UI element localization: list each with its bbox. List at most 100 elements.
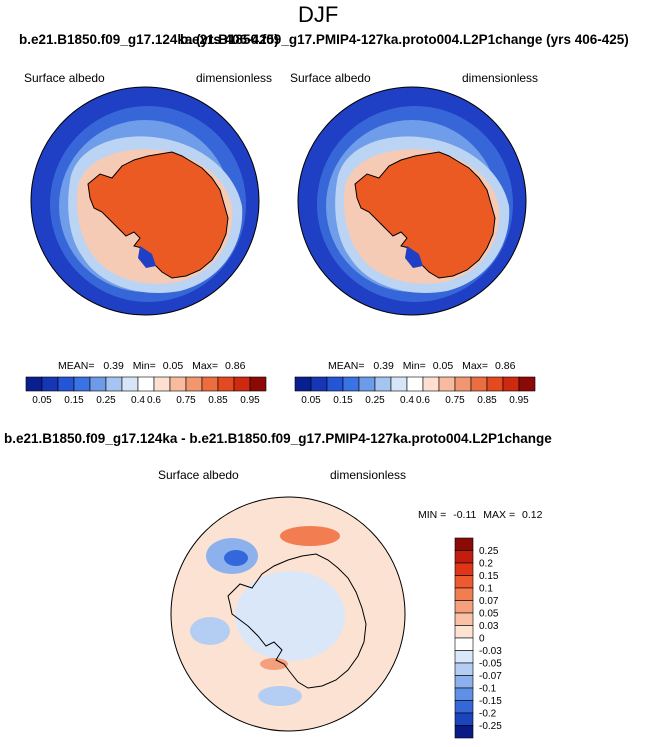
- colorbar-swatch: [518, 376, 536, 392]
- colorbar-swatch: [326, 376, 344, 392]
- colorbar-tick-label: -0.15: [479, 696, 502, 707]
- left-variable-label: Surface albedo: [24, 71, 105, 85]
- colorbar-tick-label: 0.95: [509, 395, 529, 406]
- right-min-label: Min=: [402, 360, 426, 372]
- colorbar-swatch: [169, 376, 187, 392]
- colorbar-swatch: [454, 562, 474, 576]
- colorbar-swatch: [454, 376, 472, 392]
- colorbar-swatch: [470, 376, 488, 392]
- diff-units-label: dimensionless: [330, 468, 407, 482]
- right-albedo-map: [297, 86, 527, 316]
- colorbar-swatch: [406, 376, 424, 392]
- left-max-value: 0.86: [224, 360, 246, 372]
- colorbar-swatch: [57, 376, 75, 392]
- colorbar-swatch: [454, 575, 474, 589]
- colorbar-tick-label: 0.05: [479, 609, 499, 620]
- left-colorbar: 0.05 0.15 0.25 0.4 0.6 0.75 0.85 0.95: [25, 376, 267, 406]
- colorbar-swatch: [454, 637, 474, 651]
- colorbar-swatch: [454, 625, 474, 639]
- neg-anomaly-west: [190, 617, 230, 645]
- right-mean-label: MEAN=: [328, 360, 365, 372]
- season-title: DJF: [298, 2, 339, 27]
- colorbar-tick-label: 0.15: [333, 395, 353, 406]
- antarctica: [87, 151, 229, 279]
- right-units-label: dimensionless: [462, 71, 539, 85]
- ross-embayment: [405, 246, 423, 268]
- antarctica-outline: [227, 553, 367, 689]
- right-max-label: Max=: [462, 360, 489, 372]
- colorbar-swatch: [486, 376, 504, 392]
- right-min-value: 0.05: [432, 360, 454, 372]
- colorbar-tick-label: 0.15: [64, 395, 84, 406]
- right-variable-label: Surface albedo: [290, 71, 371, 85]
- diff-albedo-map: [170, 496, 406, 732]
- colorbar-tick-label: 0.85: [477, 395, 497, 406]
- left-min-value: 0.05: [162, 360, 184, 372]
- colorbar-tick-label: 0.85: [208, 395, 228, 406]
- colorbar-swatch: [105, 376, 123, 392]
- diff-max-value: 0.12: [522, 509, 543, 521]
- diff-colorbar: 0.250.20.150.10.070.050.030-0.03-0.05-0.…: [454, 537, 502, 739]
- ross-embayment: [138, 246, 156, 268]
- colorbar-tick-label: 0.25: [479, 546, 499, 557]
- colorbar-tick-label: -0.2: [479, 709, 497, 720]
- map-border: [297, 86, 527, 316]
- top-left-case-title: b.e21.B1850.f09_g17.124ka (yrs 406-425): [19, 32, 279, 47]
- colorbar-tick-label: 0.05: [301, 395, 321, 406]
- pos-anomaly-east: [280, 526, 340, 546]
- colorbar-swatch: [454, 650, 474, 664]
- colorbar-tick-label: 0: [479, 634, 485, 645]
- left-units-label: dimensionless: [196, 71, 273, 85]
- colorbar-swatch: [73, 376, 91, 392]
- diff-title: b.e21.B1850.f09_g17.124ka - b.e21.B1850.…: [4, 431, 552, 446]
- diff-variable-label: Surface albedo: [158, 468, 239, 482]
- colorbar-swatch: [185, 376, 203, 392]
- top-right-case-title: b.e21.B1850.f09_g17.PMIP4-127ka.proto004…: [180, 32, 629, 47]
- colorbar-swatch: [454, 725, 474, 739]
- colorbar-swatch: [454, 662, 474, 676]
- pos-anomaly-ross: [260, 658, 288, 670]
- colorbar-tick-label: 0.1: [479, 584, 493, 595]
- antarctica: [354, 151, 496, 279]
- colorbar-tick-label: 0.4: [400, 395, 414, 406]
- left-albedo-map: [30, 86, 260, 316]
- colorbar-swatch: [454, 550, 474, 564]
- colorbar-swatch: [454, 675, 474, 689]
- colorbar-tick-label: 0.75: [445, 395, 465, 406]
- colorbar-tick-label: -0.05: [479, 659, 502, 670]
- colorbar-swatch: [137, 376, 155, 392]
- left-min-label: Min=: [132, 360, 156, 372]
- colorbar-tick-label: -0.1: [479, 684, 497, 695]
- colorbar-tick-label: 0.25: [96, 395, 116, 406]
- colorbar-tick-label: -0.25: [479, 721, 502, 732]
- right-stats: MEAN= 0.39 Min= 0.05 Max= 0.86: [328, 360, 515, 372]
- diff-min-label: MIN =: [418, 509, 447, 521]
- colorbar-swatch: [454, 537, 474, 551]
- colorbar-swatch: [454, 587, 474, 601]
- colorbar-swatch: [233, 376, 251, 392]
- diff-max-label: MAX =: [483, 509, 516, 521]
- colorbar-swatch: [153, 376, 171, 392]
- right-mean-value: 0.39: [373, 360, 394, 372]
- colorbar-swatch: [201, 376, 219, 392]
- neg-anomaly-south: [258, 686, 302, 706]
- colorbar-tick-label: 0.75: [176, 395, 196, 406]
- colorbar-swatch: [310, 376, 328, 392]
- colorbar-swatch: [121, 376, 139, 392]
- colorbar-swatch: [438, 376, 456, 392]
- colorbar-tick-label: 0.25: [365, 395, 385, 406]
- map-border: [30, 86, 260, 316]
- colorbar-swatch: [454, 600, 474, 614]
- right-colorbar: 0.05 0.15 0.25 0.4 0.6 0.75 0.85 0.95: [294, 376, 536, 406]
- map-border: [170, 496, 406, 732]
- colorbar-tick-label: 0.07: [479, 596, 499, 607]
- colorbar-swatch: [89, 376, 107, 392]
- colorbar-swatch: [294, 376, 312, 392]
- colorbar-swatch: [502, 376, 520, 392]
- colorbar-swatch: [217, 376, 235, 392]
- colorbar-tick-label: 0.05: [32, 395, 52, 406]
- right-max-value: 0.86: [494, 360, 516, 372]
- neg-anomaly-weddell-core: [224, 550, 248, 566]
- colorbar-swatch: [374, 376, 392, 392]
- diff-stats: MIN = -0.11 MAX = 0.12: [418, 509, 542, 521]
